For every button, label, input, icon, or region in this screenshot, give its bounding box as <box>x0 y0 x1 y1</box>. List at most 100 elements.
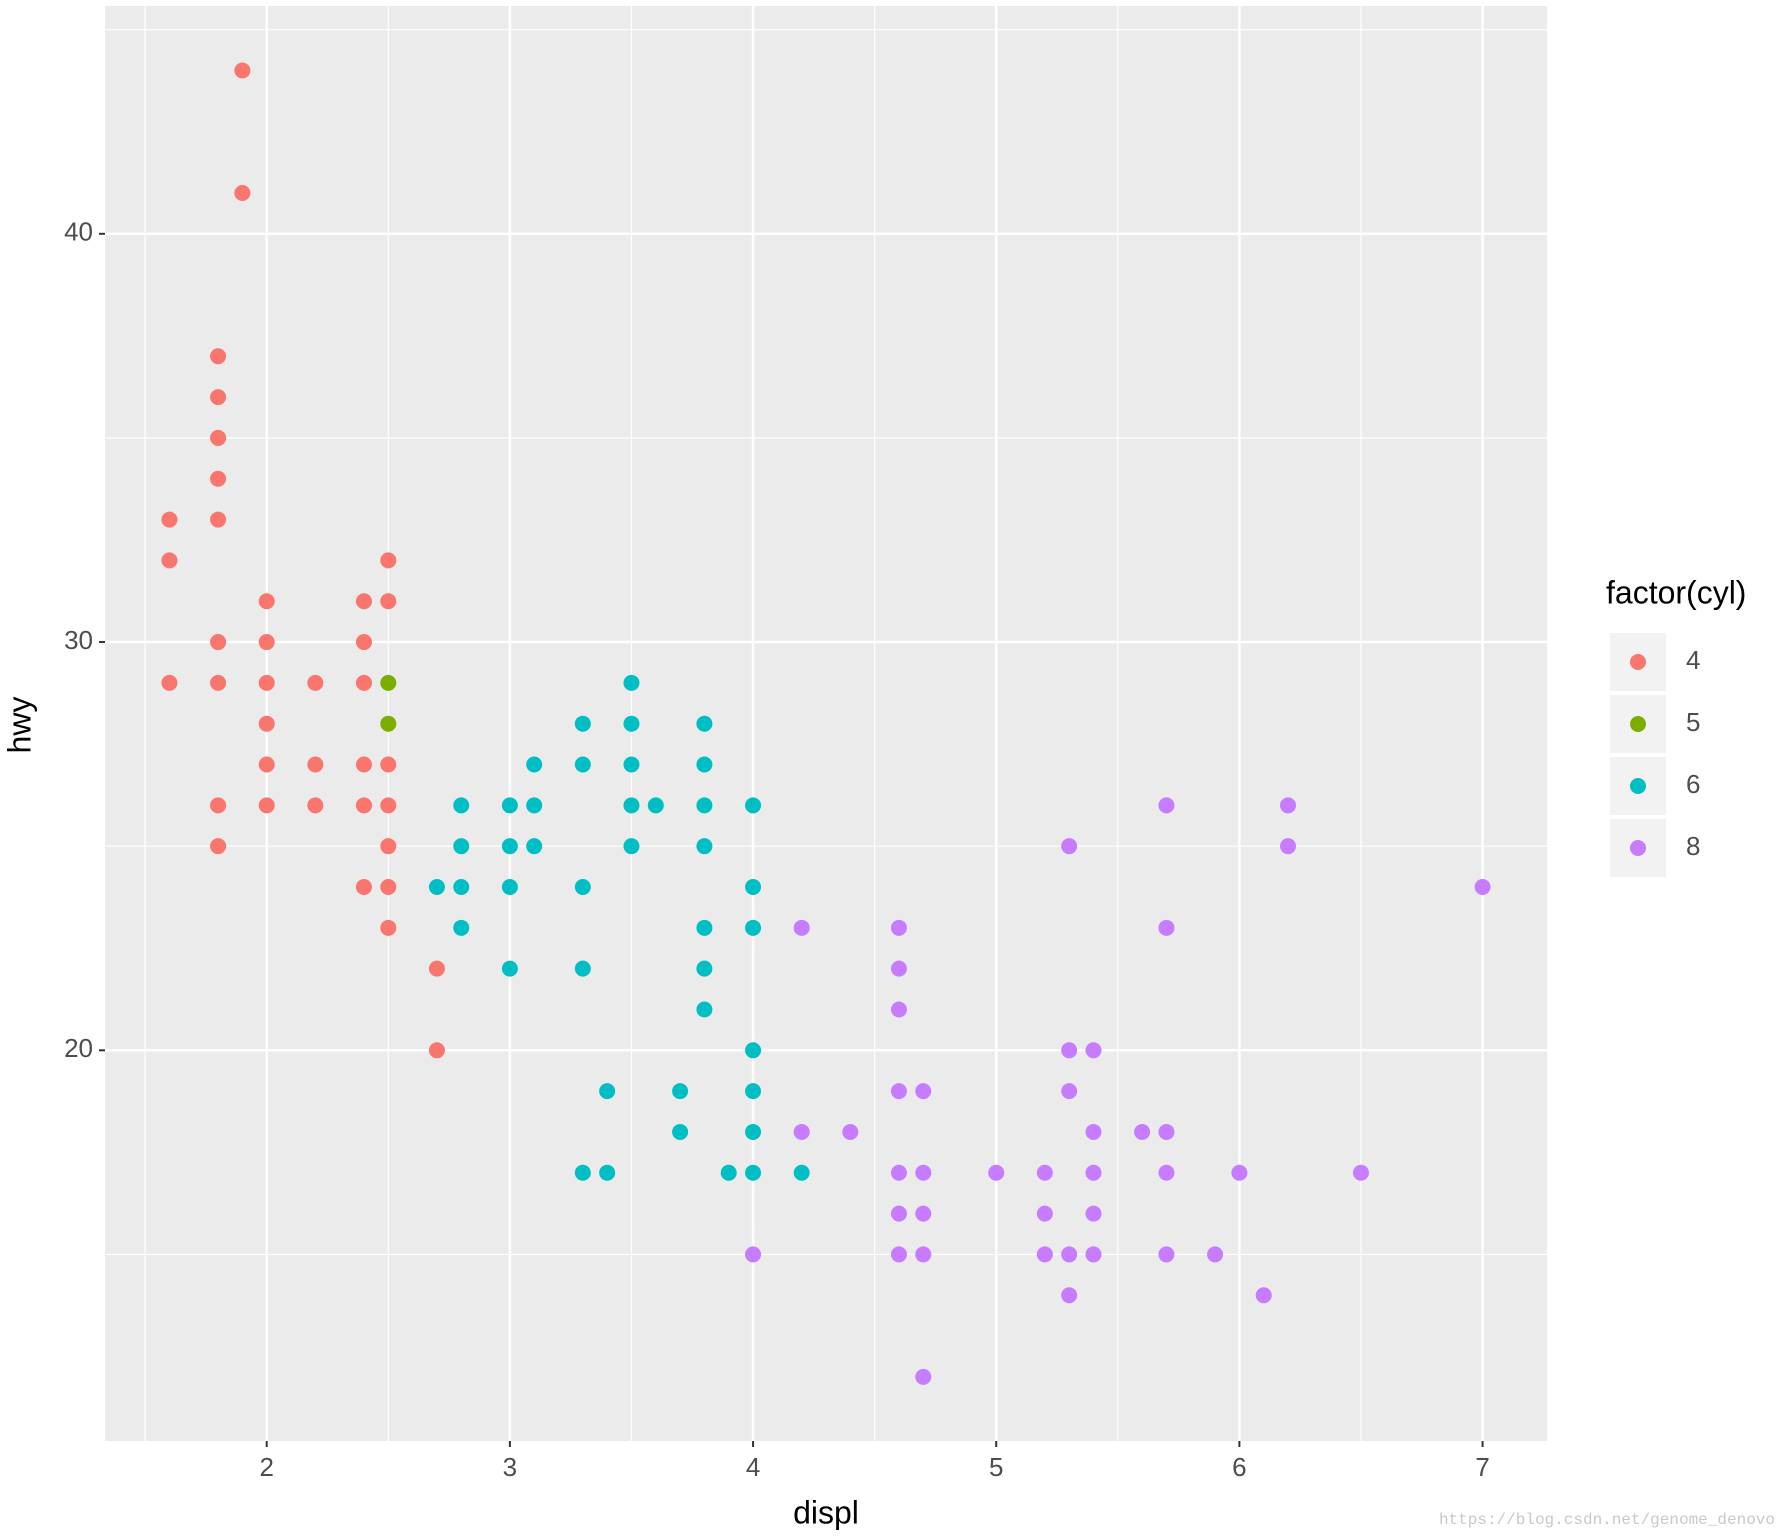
point <box>915 1083 932 1100</box>
point <box>210 797 227 814</box>
legend-marker <box>1630 778 1646 794</box>
point <box>210 389 227 406</box>
point <box>623 838 640 855</box>
point <box>1255 1287 1272 1304</box>
point <box>380 715 397 732</box>
point <box>793 1123 810 1140</box>
point <box>161 552 178 569</box>
point <box>1158 797 1175 814</box>
legend-label: 6 <box>1686 769 1700 799</box>
point <box>501 879 518 896</box>
point <box>1085 1164 1102 1181</box>
point <box>574 756 591 773</box>
point <box>574 879 591 896</box>
x-tick-label: 6 <box>1232 1452 1246 1482</box>
watermark: https://blog.csdn.net/genome_denovo <box>1439 1511 1775 1529</box>
point <box>258 756 275 773</box>
y-tick-label: 20 <box>64 1033 93 1063</box>
x-tick-label: 5 <box>989 1452 1003 1482</box>
point <box>890 1205 907 1222</box>
panel <box>105 6 1547 1441</box>
x-tick-label: 7 <box>1475 1452 1489 1482</box>
point <box>623 797 640 814</box>
point <box>380 797 397 814</box>
point <box>745 1246 762 1263</box>
point <box>623 674 640 691</box>
y-tick-label: 30 <box>64 625 93 655</box>
point <box>1280 797 1297 814</box>
point <box>258 797 275 814</box>
point <box>428 879 445 896</box>
point <box>890 1164 907 1181</box>
point <box>1061 1042 1078 1059</box>
point <box>890 919 907 936</box>
point <box>696 838 713 855</box>
point <box>501 797 518 814</box>
point <box>307 797 324 814</box>
legend-label: 8 <box>1686 831 1700 861</box>
point <box>380 674 397 691</box>
point <box>647 797 664 814</box>
point <box>915 1246 932 1263</box>
point <box>380 879 397 896</box>
point <box>380 593 397 610</box>
point <box>355 674 372 691</box>
point <box>793 919 810 936</box>
legend-marker <box>1630 654 1646 670</box>
point <box>599 1083 616 1100</box>
point <box>1061 838 1078 855</box>
point <box>355 756 372 773</box>
point <box>355 879 372 896</box>
point <box>258 715 275 732</box>
point <box>1474 879 1491 896</box>
point <box>1061 1083 1078 1100</box>
point <box>599 1164 616 1181</box>
point <box>1231 1164 1248 1181</box>
point <box>1036 1246 1053 1263</box>
point <box>745 1123 762 1140</box>
point <box>574 1164 591 1181</box>
point <box>210 634 227 651</box>
point <box>307 756 324 773</box>
point <box>380 756 397 773</box>
point <box>258 674 275 691</box>
y-axis-label: hwy <box>1 697 37 754</box>
point <box>1036 1164 1053 1181</box>
legend-marker <box>1630 840 1646 856</box>
point <box>623 756 640 773</box>
point <box>210 674 227 691</box>
point <box>890 960 907 977</box>
legend-label: 4 <box>1686 645 1700 675</box>
point <box>1085 1205 1102 1222</box>
point <box>696 1001 713 1018</box>
point <box>1158 919 1175 936</box>
point <box>526 797 543 814</box>
point <box>696 756 713 773</box>
point <box>258 634 275 651</box>
point <box>258 593 275 610</box>
y-tick-label: 40 <box>64 217 93 247</box>
point <box>453 797 470 814</box>
point <box>672 1083 689 1100</box>
point <box>1158 1164 1175 1181</box>
point <box>1158 1123 1175 1140</box>
point <box>355 593 372 610</box>
point <box>1134 1123 1151 1140</box>
point <box>988 1164 1005 1181</box>
point <box>210 348 227 365</box>
point <box>696 919 713 936</box>
point <box>745 1164 762 1181</box>
point <box>915 1164 932 1181</box>
point <box>161 511 178 528</box>
point <box>210 429 227 446</box>
point <box>574 960 591 977</box>
legend-label: 5 <box>1686 707 1700 737</box>
point <box>1158 1246 1175 1263</box>
point <box>526 756 543 773</box>
point <box>1061 1287 1078 1304</box>
point <box>453 919 470 936</box>
point <box>1085 1123 1102 1140</box>
x-axis-label: displ <box>793 1494 859 1530</box>
point <box>1036 1205 1053 1222</box>
